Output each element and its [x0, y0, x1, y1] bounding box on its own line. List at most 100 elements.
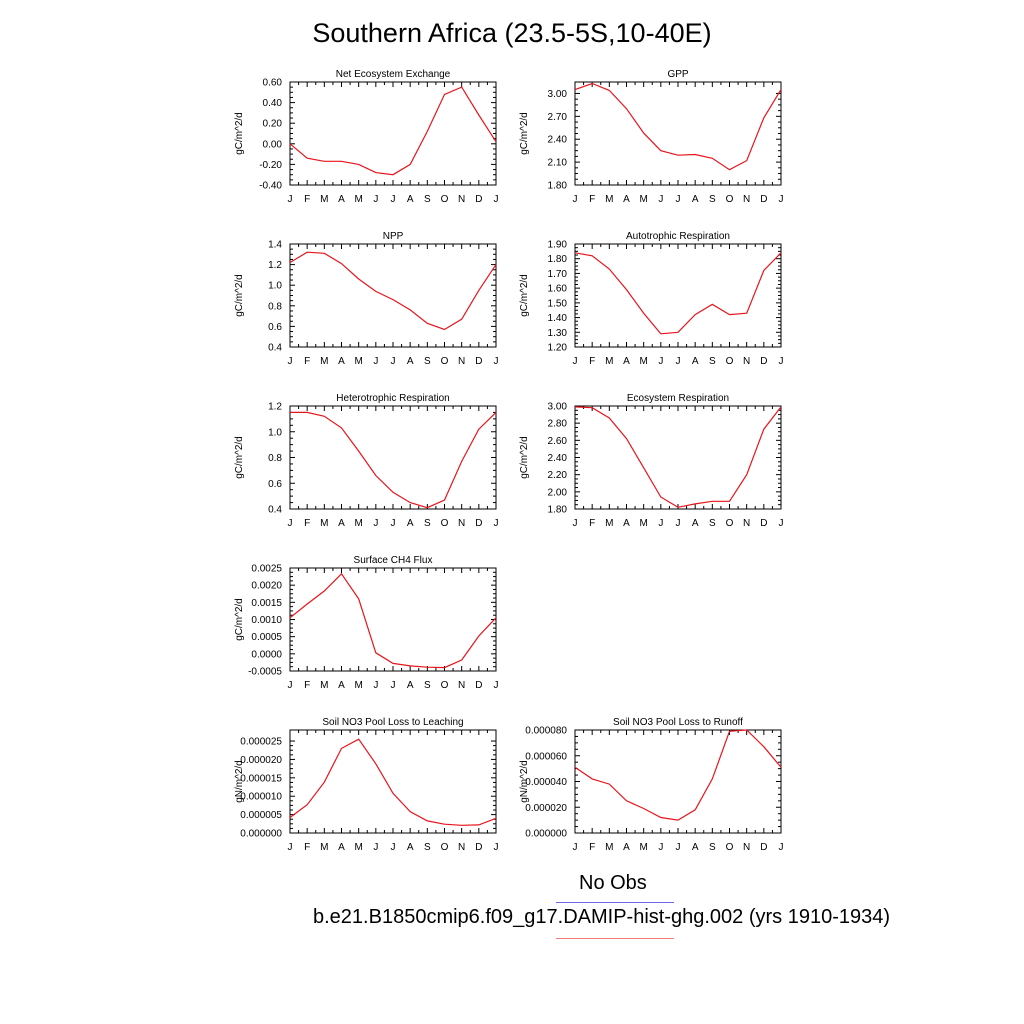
x-tick-label: J	[391, 194, 396, 205]
x-tick-label: A	[338, 194, 345, 205]
x-tick-label: A	[692, 356, 699, 367]
chart-title: Soil NO3 Pool Loss to Leaching	[322, 717, 463, 728]
x-tick-label: S	[424, 194, 431, 205]
chart-title: NPP	[383, 231, 404, 242]
y-tick-label: 1.80	[548, 505, 568, 516]
y-tick-label: 0.4	[268, 505, 282, 516]
y-axis-label: gC/m^2/d	[234, 598, 245, 641]
y-tick-label: 3.00	[548, 89, 568, 100]
x-tick-label: N	[743, 518, 750, 529]
x-tick-label: J	[676, 194, 681, 205]
x-tick-label: F	[304, 518, 310, 529]
x-tick-label: F	[589, 194, 595, 205]
y-axis-label: gC/m^2/d	[234, 436, 245, 479]
x-tick-label: J	[494, 518, 499, 529]
y-axis-label: gN/m^2/d	[234, 760, 245, 803]
x-tick-label: M	[605, 518, 613, 529]
y-tick-label: 1.40	[548, 313, 568, 324]
x-tick-label: A	[692, 518, 699, 529]
y-tick-label: 0.60	[263, 78, 283, 89]
y-tick-label: 2.40	[548, 453, 568, 464]
x-tick-label: A	[407, 842, 414, 853]
x-tick-label: M	[320, 194, 328, 205]
series-line	[289, 86, 497, 176]
x-tick-label: A	[623, 842, 630, 853]
x-tick-label: J	[288, 680, 293, 691]
y-tick-label: 1.0	[268, 427, 282, 438]
y-tick-label: 1.20	[548, 343, 568, 354]
x-tick-label: J	[676, 518, 681, 529]
chart-title: Autotrophic Respiration	[626, 231, 730, 242]
x-tick-label: A	[407, 518, 414, 529]
x-tick-label: J	[494, 842, 499, 853]
x-tick-label: J	[676, 356, 681, 367]
series-line	[289, 572, 497, 669]
plot-frame	[574, 729, 782, 834]
series-line	[574, 252, 782, 335]
y-tick-label: 1.50	[548, 298, 568, 309]
chart-title: Soil NO3 Pool Loss to Runoff	[613, 717, 743, 728]
x-tick-label: J	[288, 518, 293, 529]
x-tick-label: A	[338, 680, 345, 691]
y-tick-label: -0.40	[259, 181, 282, 192]
x-tick-label: D	[760, 518, 767, 529]
y-axis-label: gC/m^2/d	[519, 436, 530, 479]
y-tick-label: 2.20	[548, 470, 568, 481]
x-tick-label: M	[605, 842, 613, 853]
x-tick-label: J	[573, 194, 578, 205]
x-tick-label: J	[573, 842, 578, 853]
y-tick-label: 1.2	[268, 260, 282, 271]
x-tick-label: A	[623, 518, 630, 529]
x-tick-label: S	[424, 518, 431, 529]
x-tick-label: J	[391, 842, 396, 853]
chart-title: Ecosystem Respiration	[627, 393, 729, 404]
x-tick-label: N	[458, 680, 465, 691]
x-tick-label: J	[391, 680, 396, 691]
x-tick-label: M	[354, 518, 362, 529]
x-tick-label: N	[458, 194, 465, 205]
x-tick-label: J	[494, 680, 499, 691]
y-tick-label: 2.40	[548, 135, 568, 146]
x-tick-label: S	[709, 194, 716, 205]
y-tick-label: 0.000000	[525, 829, 567, 840]
y-tick-label: 2.60	[548, 436, 568, 447]
y-tick-label: 1.80	[548, 254, 568, 265]
y-axis-label: gC/m^2/d	[234, 274, 245, 317]
x-tick-label: J	[288, 356, 293, 367]
x-tick-label: A	[407, 680, 414, 691]
x-tick-label: S	[709, 842, 716, 853]
x-tick-label: J	[494, 356, 499, 367]
y-tick-label: 0.20	[263, 119, 283, 130]
x-tick-label: J	[658, 356, 663, 367]
x-tick-label: J	[676, 842, 681, 853]
x-tick-label: J	[779, 194, 784, 205]
x-tick-label: M	[320, 842, 328, 853]
plot-frame	[574, 405, 782, 510]
y-tick-label: 2.00	[548, 487, 568, 498]
x-tick-label: O	[441, 842, 449, 853]
x-tick-label: J	[658, 842, 663, 853]
y-tick-label: 0.0015	[251, 598, 282, 609]
plot-frame	[574, 81, 782, 186]
x-tick-label: A	[692, 842, 699, 853]
y-tick-label: 1.2	[268, 402, 282, 413]
y-tick-label: 0.000000	[240, 829, 282, 840]
x-tick-label: O	[726, 518, 734, 529]
x-tick-label: M	[639, 194, 647, 205]
x-tick-label: M	[605, 194, 613, 205]
y-tick-label: 0.0005	[251, 632, 282, 643]
x-tick-label: J	[373, 518, 378, 529]
y-tick-label: 1.30	[548, 328, 568, 339]
series-line	[574, 82, 782, 171]
x-tick-label: J	[494, 194, 499, 205]
x-tick-label: N	[743, 194, 750, 205]
y-tick-label: 1.0	[268, 281, 282, 292]
x-tick-label: M	[605, 356, 613, 367]
x-tick-label: F	[589, 842, 595, 853]
